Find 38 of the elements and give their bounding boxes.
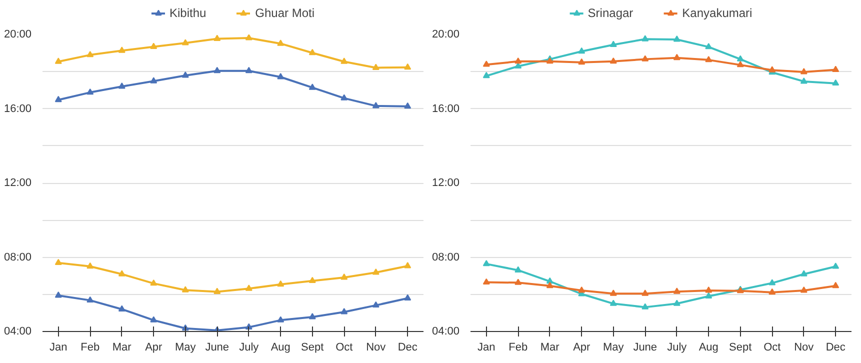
x-tick-label: Sept: [301, 342, 324, 354]
y-tick-label: 08:00: [432, 251, 460, 264]
x-tick-label: June: [633, 342, 658, 354]
x-tick-label: Apr: [573, 342, 591, 354]
x-tick-label: May: [602, 342, 624, 354]
y-tick-label: 20:00: [4, 28, 32, 40]
x-tick-label: July: [239, 342, 260, 354]
legend-label: Ghuar Moti: [255, 6, 315, 20]
y-tick-label: 04:00: [4, 326, 32, 338]
y-tick-label: 16:00: [432, 102, 460, 115]
x-tick-label: Nov: [794, 342, 814, 354]
y-tick-label: 08:00: [4, 251, 32, 264]
legend-label: Kibithu: [169, 6, 206, 20]
y-tick-label: 16:00: [4, 102, 32, 115]
x-tick-label: Jan: [478, 342, 496, 354]
x-tick-label: Feb: [508, 342, 528, 354]
x-tick-label: June: [205, 342, 230, 354]
y-tick-label: 12:00: [432, 177, 460, 189]
x-tick-label: Mar: [112, 342, 132, 354]
x-tick-label: Aug: [698, 342, 718, 354]
x-tick-label: Dec: [826, 342, 846, 354]
x-tick-label: Oct: [764, 342, 781, 354]
y-tick-label: 20:00: [432, 28, 460, 40]
x-tick-label: Jan: [50, 342, 68, 354]
x-tick-label: July: [667, 342, 688, 354]
y-tick-label: 04:00: [432, 326, 460, 338]
x-tick-label: Aug: [270, 342, 290, 354]
y-tick-label: 12:00: [4, 177, 32, 189]
x-tick-label: Apr: [145, 342, 163, 354]
x-tick-label: Sept: [729, 342, 752, 354]
x-tick-label: Feb: [80, 342, 100, 354]
x-tick-label: May: [174, 342, 196, 354]
x-tick-label: Nov: [366, 342, 386, 354]
x-tick-label: Oct: [336, 342, 353, 354]
legend-label: Kanyakumari: [682, 6, 752, 20]
x-tick-label: Mar: [540, 342, 560, 354]
legend-label: Srinagar: [588, 6, 634, 20]
x-tick-label: Dec: [398, 342, 418, 354]
